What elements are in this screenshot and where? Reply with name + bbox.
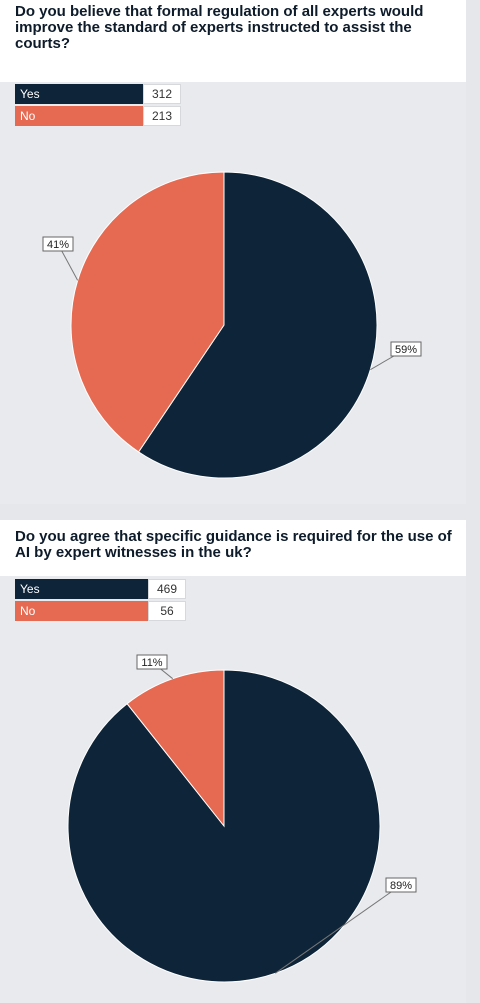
pie-slice-yes [137, 171, 378, 479]
legend-label-yes: Yes [15, 84, 143, 104]
pie-chart: 59% 41% [42, 171, 422, 479]
legend-label-yes: Yes [15, 579, 148, 599]
data-label-yes: 89% [390, 880, 412, 892]
poll-panel-ai-guidance: Do you agree that specific guidance is r… [0, 520, 466, 1003]
data-label-box-no [136, 654, 168, 670]
chart-title: Do you agree that specific guidance is r… [15, 529, 455, 561]
title-band: Do you believe that formal regulation of… [0, 0, 466, 82]
data-label-yes: 59% [395, 344, 417, 356]
pie-slice-no [126, 669, 225, 828]
legend-row-yes: Yes 312 [15, 84, 181, 104]
legend-label-no: No [15, 601, 148, 621]
legend-label-no: No [15, 106, 143, 126]
legend-count-yes: 469 [148, 579, 186, 599]
title-band: Do you agree that specific guidance is r… [0, 520, 466, 576]
leader-line-yes [275, 884, 402, 974]
legend: Yes 469 No 56 [15, 579, 186, 623]
legend-row-no: No 56 [15, 601, 186, 621]
chart-title: Do you believe that formal regulation of… [15, 4, 455, 52]
legend-row-yes: Yes 469 [15, 579, 186, 599]
data-label-box-yes [385, 877, 417, 893]
legend-count-yes: 312 [143, 84, 181, 104]
legend-row-no: No 213 [15, 106, 181, 126]
legend: Yes 312 No 213 [15, 84, 181, 128]
data-label-box-yes [390, 341, 422, 357]
data-label-no: 41% [47, 239, 69, 251]
poll-panel-regulation: Do you believe that formal regulation of… [0, 0, 466, 504]
data-label-no: 11% [141, 657, 162, 669]
data-label-box-no [42, 236, 74, 252]
legend-count-no: 213 [143, 106, 181, 126]
pie-chart: 89% 11% [67, 654, 417, 983]
legend-count-no: 56 [148, 601, 186, 621]
